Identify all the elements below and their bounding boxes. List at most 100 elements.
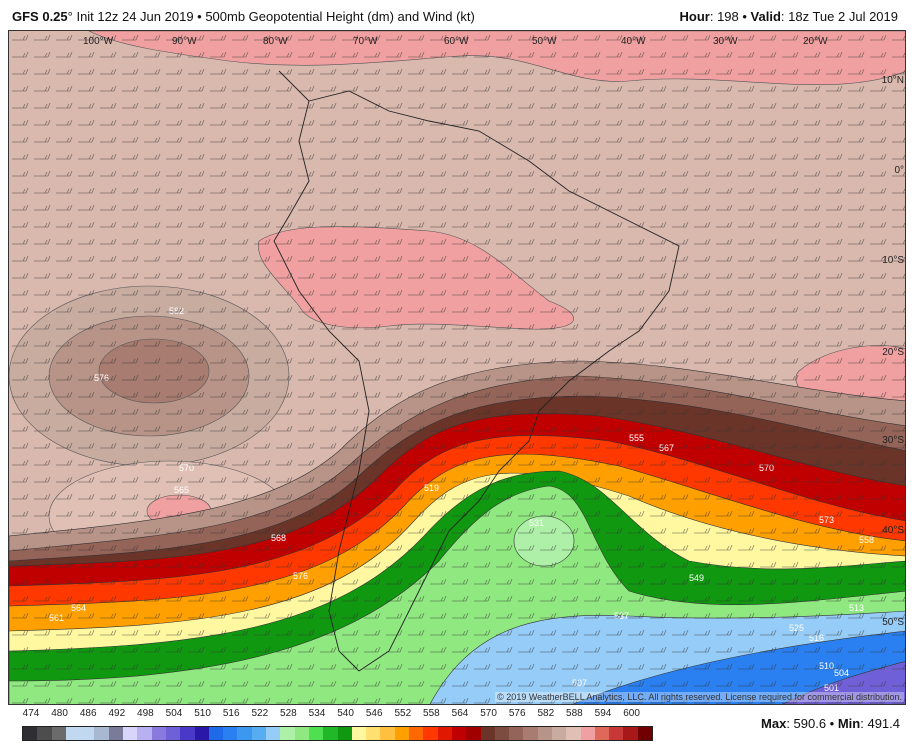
- latitude-label: 10°N: [881, 75, 904, 86]
- colorbar-swatch: [65, 727, 81, 740]
- colorbar-swatch: [94, 727, 109, 740]
- max-value: : 590.6 •: [786, 716, 838, 731]
- degree-symbol: °: [67, 9, 73, 24]
- colorbar-swatch: [337, 727, 352, 740]
- colorbar-label: 546: [365, 708, 383, 719]
- colorbar-swatch: [294, 727, 309, 740]
- wind-barbs: [9, 31, 905, 704]
- colorbar-labels: 474 480 486 492 498 504 510 516 522 528 534 540 546 5…: [12, 708, 712, 722]
- colorbar-swatch: [551, 727, 567, 740]
- colorbar-swatch: [137, 727, 152, 740]
- colorbar-swatch: [366, 727, 381, 740]
- colorbar-label: 570: [480, 708, 497, 719]
- forecast-valid-time: Hour: 198 • Valid: 18z Tue 2 Jul 2019: [680, 9, 899, 24]
- colorbar-swatch: [237, 727, 252, 740]
- colorbar-swatch: [623, 727, 638, 740]
- colorbar-label: 474: [22, 708, 40, 719]
- min-value: : 491.4: [860, 716, 900, 731]
- colorbar-label: 492: [108, 708, 126, 719]
- latitude-label: 20°S: [882, 347, 904, 358]
- colorbar-label: 516: [222, 708, 240, 719]
- colorbar-swatch: [466, 727, 481, 740]
- latitude-label: 0°: [894, 165, 904, 176]
- colorbar-swatch: [280, 727, 295, 740]
- colorbar-swatch: [223, 727, 238, 740]
- model-name: GFS 0.25: [12, 9, 68, 24]
- colorbar-swatch: [51, 727, 66, 740]
- map-title: GFS 0.25° Init 12z 24 Jun 2019 • 500mb G…: [12, 9, 475, 24]
- colorbar-swatch: [266, 727, 281, 740]
- colorbar-swatch: [180, 727, 195, 740]
- longitude-label: 30°W: [713, 36, 738, 47]
- longitude-label: 50°W: [532, 36, 557, 47]
- colorbar-swatch: [151, 727, 166, 740]
- weather-map[interactable]: 5825765705655685765645615555675705735585…: [8, 30, 906, 705]
- max-min-readout: Max: 590.6 • Min: 491.4: [761, 716, 900, 731]
- copyright-notice: © 2019 WeatherBELL Analytics, LLC. All r…: [495, 692, 904, 702]
- colorbar-label: 588: [566, 708, 583, 719]
- colorbar-swatch: [594, 727, 610, 740]
- longitude-label: 90°W: [172, 36, 197, 47]
- colorbar-swatch: [480, 727, 495, 740]
- colorbar-label: 576: [508, 708, 526, 719]
- colorbar-swatch: [323, 727, 338, 740]
- colorbar-swatch: [37, 727, 52, 740]
- colorbar-swatch: [80, 727, 95, 740]
- colorbar-label: 582: [537, 708, 555, 719]
- colorbar-label: 552: [394, 708, 412, 719]
- colorbar-label: 534: [308, 708, 326, 719]
- latitude-label: 50°S: [882, 617, 904, 628]
- hour-value: : 198 •: [709, 9, 751, 24]
- colorbar-swatch: [423, 727, 438, 740]
- latitude-label: 40°S: [882, 525, 904, 536]
- init-and-field: Init 12z 24 Jun 2019 • 500mb Geopotentia…: [72, 9, 475, 24]
- colorbar-label: 540: [337, 708, 354, 719]
- longitude-label: 60°W: [444, 36, 469, 47]
- colorbar-label: 510: [194, 708, 211, 719]
- latitude-label: 10°S: [882, 255, 904, 266]
- colorbar-label: 522: [251, 708, 269, 719]
- colorbar-label: 564: [451, 708, 469, 719]
- colorbar-swatch: [23, 727, 38, 740]
- colorbar-swatch: [380, 727, 395, 740]
- colorbar-label: 600: [623, 708, 640, 719]
- colorbar-swatch: [523, 727, 538, 740]
- height-contour-map: 5825765705655685765645615555675705735585…: [9, 31, 905, 704]
- colorbar-label: 504: [165, 708, 183, 719]
- colorbar-swatch: [208, 727, 224, 740]
- colorbar-swatch: [609, 727, 624, 740]
- colorbar-swatch: [165, 727, 181, 740]
- colorbar-swatch: [566, 727, 581, 740]
- valid-label: Valid: [750, 9, 781, 24]
- colorbar-swatch: [537, 727, 552, 740]
- longitude-label: 70°W: [353, 36, 378, 47]
- colorbar-swatch: [580, 727, 595, 740]
- colorbar-swatch: [451, 727, 467, 740]
- latitude-label: 30°S: [882, 435, 904, 446]
- colorbar-swatch: [394, 727, 410, 740]
- colorbar-label: 486: [79, 708, 97, 719]
- colorbar-swatch: [194, 727, 209, 740]
- colorbar-label: 528: [280, 708, 297, 719]
- colorbar-swatch: [123, 727, 138, 740]
- coastline: [273, 70, 680, 672]
- colorbar-swatch: [437, 727, 452, 740]
- colorbar-label: 480: [51, 708, 68, 719]
- colorbar-swatch: [108, 727, 124, 740]
- colorbar-swatch: [409, 727, 424, 740]
- colorbar-swatches: [22, 726, 654, 741]
- longitude-label: 40°W: [621, 36, 646, 47]
- longitude-label: 20°W: [803, 36, 828, 47]
- longitude-label: 100°W: [83, 36, 114, 47]
- longitude-label: 80°W: [263, 36, 288, 47]
- colorbar-label: 558: [423, 708, 440, 719]
- colorbar-swatch: [251, 727, 267, 740]
- hour-label: Hour: [679, 9, 710, 24]
- colorbar-swatch: [351, 727, 367, 740]
- colorbar-label: 498: [137, 708, 154, 719]
- valid-value: : 18z Tue 2 Jul 2019: [780, 9, 898, 24]
- colorbar-swatch: [494, 727, 510, 740]
- colorbar-swatch: [308, 727, 324, 740]
- colorbar-label: 594: [594, 708, 612, 719]
- min-label: Min: [837, 716, 861, 731]
